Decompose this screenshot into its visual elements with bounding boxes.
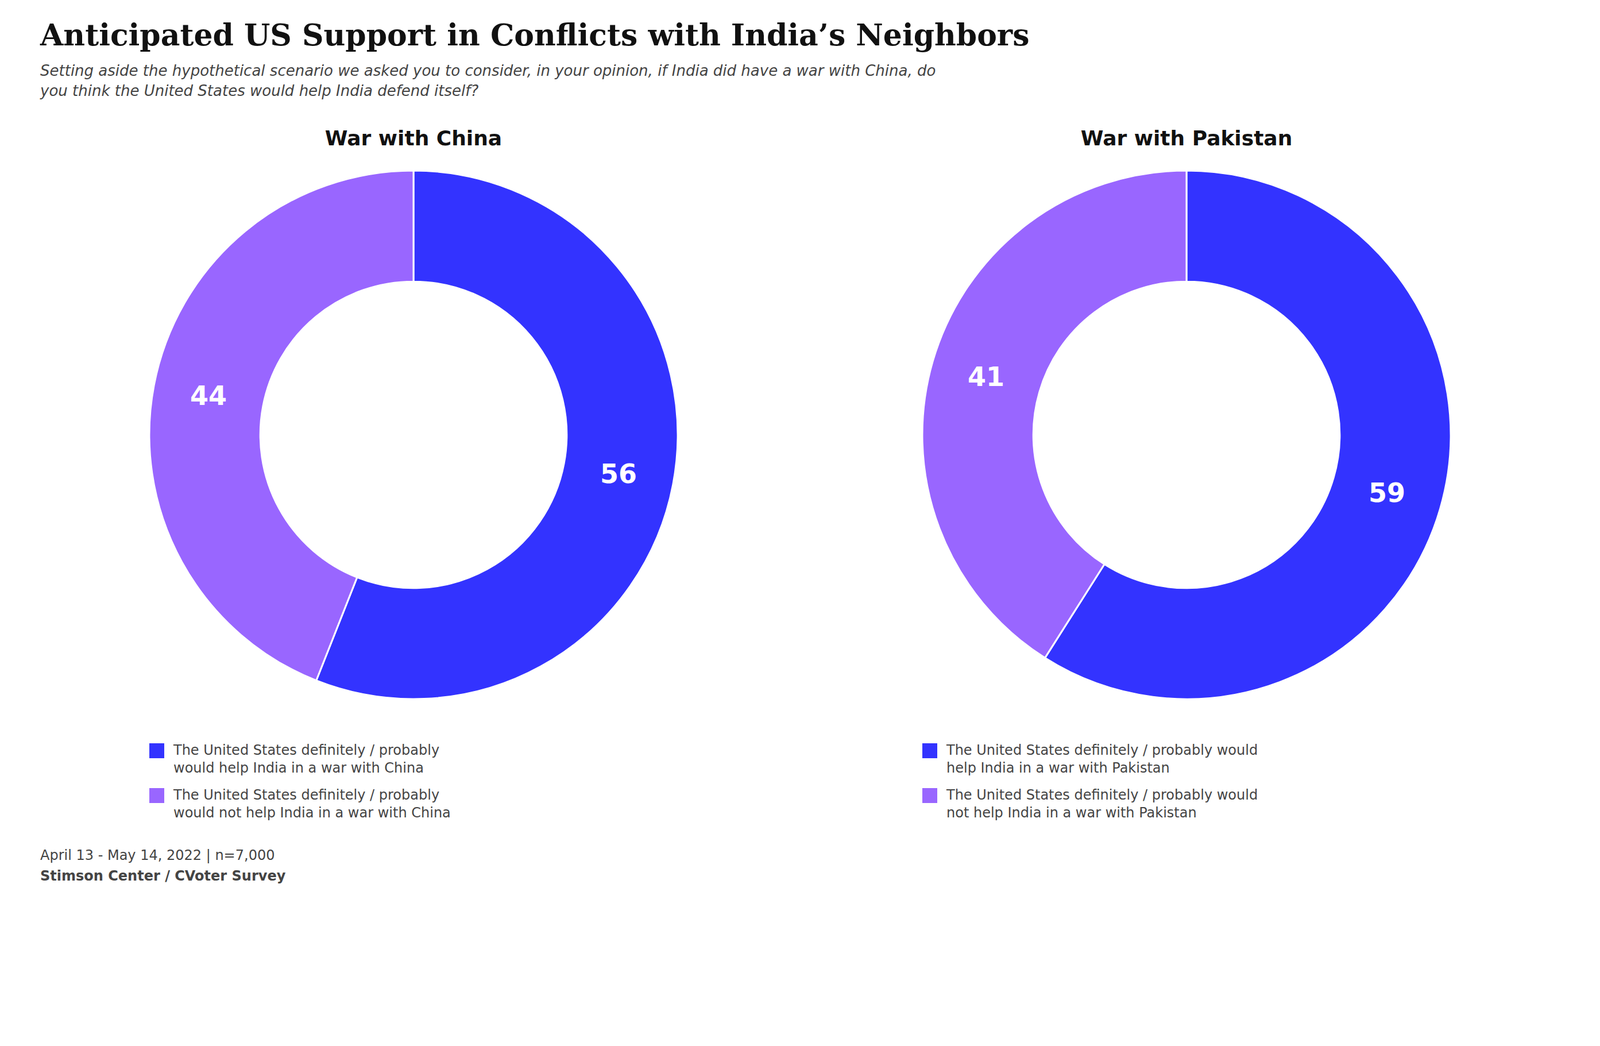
legend-item: The United States definitely / probably … (922, 741, 1560, 778)
charts-row: War with China 56 44 The United States defi… (40, 113, 1560, 832)
chart-svg: War with China 56 44 (40, 113, 787, 734)
legend-swatch (922, 787, 938, 803)
plot-area (149, 170, 678, 699)
legend-label: The United States definitely / probably … (946, 741, 1258, 778)
chart-svg: War with Pakistan 59 41 (813, 113, 1560, 734)
data-labels: 59 41 (967, 360, 1406, 509)
page-title: Anticipated US Support in Conflicts with… (40, 17, 1560, 53)
annotation: Stimson Center / CVoter Survey (40, 865, 1560, 887)
legend-item: The United States definitely / probably … (149, 741, 787, 778)
legend-swatch (149, 787, 165, 803)
chart-title: War with Pakistan (1080, 126, 1293, 150)
legend: The United States definitely / probably … (40, 741, 787, 823)
legend-item: The United States definitely / probably … (149, 786, 787, 822)
data-labels: 56 44 (190, 379, 637, 489)
donut-slice (922, 170, 1187, 658)
footer: April 13 - May 14, 2022 | n=7,000Stimson… (40, 844, 1560, 887)
plot-area (922, 170, 1451, 699)
chart-title: War with China (325, 126, 502, 150)
page-subtitle: Setting aside the hypothetical scenario … (40, 60, 1560, 102)
legend-label: The United States definitely / probably … (946, 786, 1258, 822)
legend-label: The United States definitely / probably … (173, 786, 451, 822)
legend-swatch (149, 743, 165, 759)
data-label: 44 (190, 379, 227, 411)
legend-item: The United States definitely / probably … (922, 786, 1560, 822)
data-label: 56 (600, 458, 637, 490)
donut-slice (149, 170, 414, 681)
data-label: 41 (967, 360, 1005, 392)
chart-panel: War with Pakistan 59 41 The United States d… (813, 113, 1560, 832)
legend: The United States definitely / probably … (813, 741, 1560, 823)
legend-label: The United States definitely / probably … (173, 741, 440, 778)
page: Anticipated US Support in Conflicts with… (0, 0, 1600, 898)
annotation: April 13 - May 14, 2022 | n=7,000 (40, 844, 1560, 866)
chart-panel: War with China 56 44 The United States defi… (40, 113, 787, 832)
legend-swatch (922, 743, 938, 759)
data-label: 59 (1368, 477, 1406, 509)
